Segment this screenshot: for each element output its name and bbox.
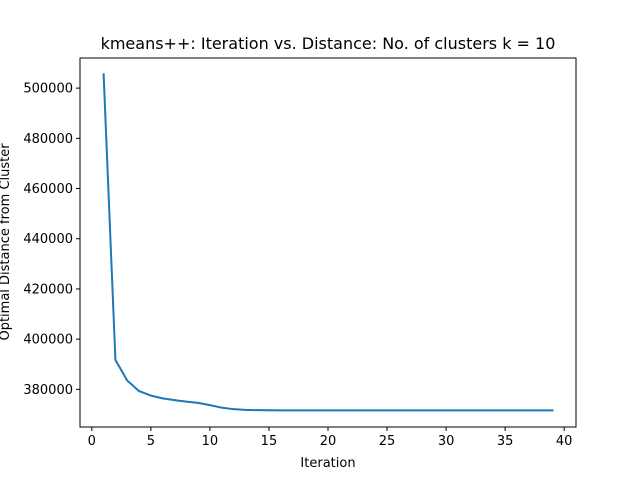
series-layer bbox=[102, 73, 554, 412]
data-point bbox=[409, 409, 412, 412]
data-point bbox=[267, 409, 270, 412]
y-tick-label: 400000 bbox=[23, 333, 73, 348]
data-point bbox=[279, 409, 282, 412]
data-point bbox=[539, 409, 542, 412]
data-point bbox=[197, 401, 200, 404]
data-point bbox=[138, 390, 141, 393]
data-point bbox=[433, 409, 436, 412]
plot-area-frame bbox=[79, 57, 577, 428]
y-axis-ticks: 380000 400000 420000 440000 460000 480000 5000… bbox=[23, 82, 80, 398]
data-point bbox=[256, 409, 259, 412]
data-point bbox=[527, 409, 530, 412]
y-tick-label: 500000 bbox=[23, 82, 73, 97]
x-tick-label: 20 bbox=[320, 434, 337, 449]
y-axis-label: Optimal Distance from Cluster bbox=[0, 143, 13, 341]
x-axis-ticks: 0 5 10 15 20 25 30 35 40 bbox=[88, 427, 573, 449]
x-tick-label: 10 bbox=[202, 434, 219, 449]
data-point bbox=[185, 400, 188, 403]
data-point bbox=[515, 409, 518, 412]
data-point bbox=[362, 409, 365, 412]
x-tick-label: 40 bbox=[556, 434, 573, 449]
data-point bbox=[445, 409, 448, 412]
data-point bbox=[386, 409, 389, 412]
data-point bbox=[456, 409, 459, 412]
data-point bbox=[208, 404, 211, 407]
data-point bbox=[504, 409, 507, 412]
data-point bbox=[468, 409, 471, 412]
x-axis-label: Iteration bbox=[300, 456, 355, 471]
y-tick-label: 380000 bbox=[23, 383, 73, 398]
data-point bbox=[161, 397, 164, 400]
x-tick-label: 5 bbox=[147, 434, 155, 449]
y-tick-label: 440000 bbox=[23, 232, 73, 247]
data-point bbox=[102, 73, 105, 76]
data-point bbox=[492, 409, 495, 412]
data-point bbox=[303, 409, 306, 412]
data-point bbox=[173, 399, 176, 402]
data-point bbox=[327, 409, 329, 412]
data-point bbox=[338, 409, 341, 412]
data-point bbox=[291, 409, 294, 412]
x-tick-label: 25 bbox=[379, 434, 396, 449]
y-tick-label: 480000 bbox=[23, 132, 73, 147]
data-point bbox=[480, 409, 483, 412]
x-tick-label: 15 bbox=[261, 434, 278, 449]
data-point bbox=[315, 409, 318, 412]
x-tick-label: 35 bbox=[497, 434, 514, 449]
y-tick-label: 420000 bbox=[23, 282, 73, 297]
data-point bbox=[232, 408, 235, 411]
data-point bbox=[220, 406, 223, 409]
data-point bbox=[244, 408, 247, 411]
x-tick-label: 0 bbox=[88, 434, 96, 449]
y-tick-label: 460000 bbox=[23, 182, 73, 197]
data-point bbox=[149, 394, 152, 397]
data-point bbox=[350, 409, 353, 412]
data-point bbox=[126, 379, 129, 382]
data-point bbox=[421, 409, 424, 412]
x-tick-label: 30 bbox=[438, 434, 455, 449]
data-point bbox=[551, 409, 554, 412]
data-point bbox=[374, 409, 377, 412]
chart-title: kmeans++: Iteration vs. Distance: No. of… bbox=[101, 34, 556, 53]
data-point bbox=[114, 358, 117, 361]
data-point bbox=[397, 409, 400, 412]
